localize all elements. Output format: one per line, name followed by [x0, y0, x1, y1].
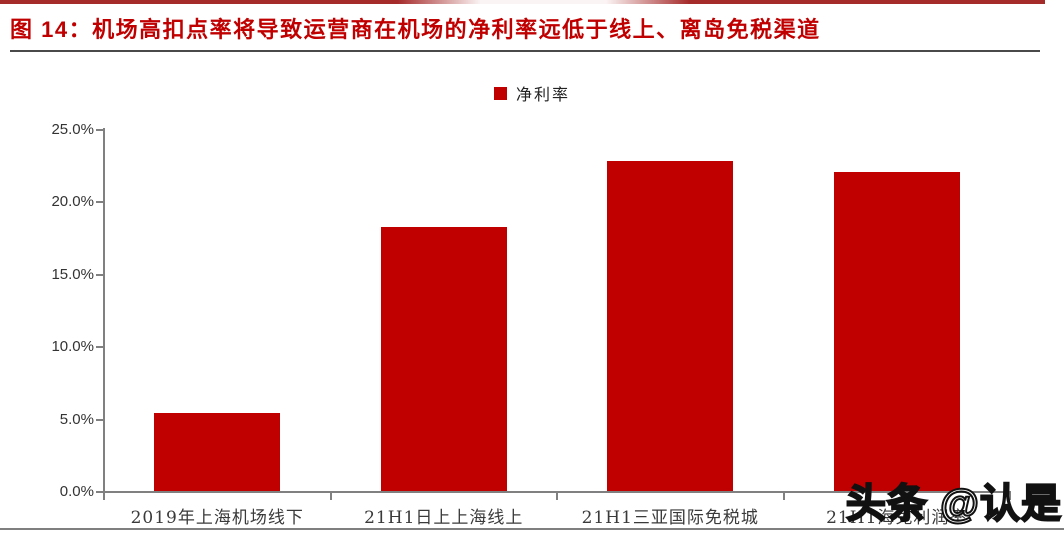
x-axis-tick	[556, 492, 558, 500]
y-axis-tick-label: 15.0%	[51, 265, 94, 283]
watermark: 头条 @认是	[845, 481, 1062, 527]
x-axis-label: 2019年上海机场线下	[130, 507, 304, 528]
title-underline	[10, 50, 1040, 52]
legend-swatch	[494, 86, 507, 100]
chart-legend: 净利率	[494, 81, 570, 105]
y-axis-tick	[96, 129, 103, 131]
x-axis-tick	[1009, 492, 1011, 500]
x-axis-label: 21H1三亚国际免税城	[581, 507, 759, 528]
legend-label: 净利率	[516, 85, 571, 104]
bar-2019年上海机场线下	[154, 412, 281, 491]
figure-title: 图 14：机场高扣点率将导致运营商在机场的净利率远低于线上、离岛免税渠道	[10, 17, 821, 42]
top-accent-line	[0, 0, 1045, 4]
bar-21H1海免利润率	[833, 172, 960, 491]
x-axis-tick	[782, 492, 785, 500]
y-axis-tick	[96, 346, 103, 349]
y-axis-tick	[96, 273, 103, 276]
y-axis-tick	[96, 201, 103, 204]
x-axis-tick	[103, 492, 105, 500]
y-axis-tick-label: 0.0%	[59, 483, 94, 500]
y-axis-tick-label: 20.0%	[51, 193, 94, 211]
y-axis-tick	[96, 418, 103, 421]
y-axis-tick-label: 5.0%	[59, 410, 94, 428]
y-axis-tick-label: 25.0%	[51, 121, 94, 138]
x-axis-label: 21H1海免利润率	[826, 507, 968, 528]
y-axis-tick-label: 10.0%	[51, 338, 94, 356]
bar-21H1三亚国际免税城	[607, 160, 734, 491]
y-axis-tick	[96, 491, 103, 493]
bottom-border-line	[0, 528, 1064, 530]
bar-21H1日上上海线上	[380, 227, 507, 491]
plot-area: 25.0% 20.0% 15.0% 10.0% 5.0% 0.0%	[51, 121, 1011, 500]
x-axis-tick	[329, 492, 332, 500]
x-axis-label: 21H1日上上海线上	[364, 507, 524, 528]
y-axis-line	[103, 128, 105, 500]
